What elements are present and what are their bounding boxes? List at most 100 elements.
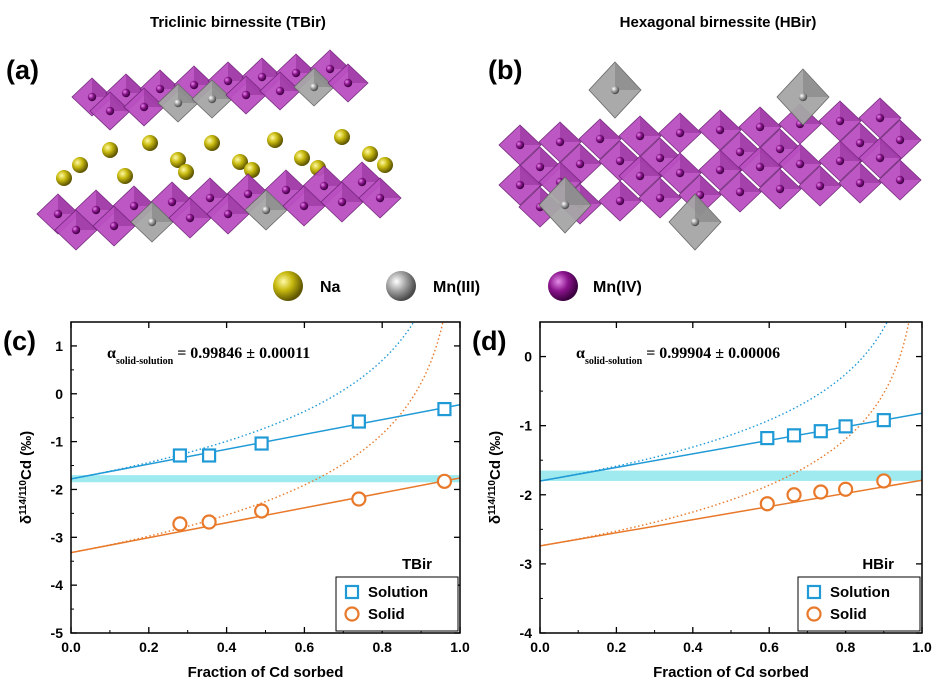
hbir-title: Hexagonal birnessite (HBir) <box>620 14 817 31</box>
mn4-atom <box>243 189 253 199</box>
mn4-layer-octahedron <box>818 140 862 182</box>
mn4-atom <box>105 106 115 116</box>
rayleigh-curve <box>71 322 444 554</box>
mn3-atom <box>690 217 700 227</box>
lower-layer-octahedron <box>358 177 402 219</box>
mn4-atom <box>795 159 805 169</box>
isotope-band <box>71 475 460 483</box>
na-atom <box>294 150 310 166</box>
mn4-atom <box>575 159 585 169</box>
legend-title: TBir <box>402 556 432 573</box>
mn4-atom <box>855 178 865 188</box>
lower-layer-octahedron <box>320 181 364 223</box>
legend-mn3: Mn(III) <box>386 271 480 301</box>
na-atom <box>377 157 393 173</box>
mn4-layer-octahedron <box>598 140 642 182</box>
fractionation-annotation: αsolid-solution = 0.99846 ± 0.00011 <box>107 345 310 367</box>
y-tick-label: 1 <box>55 338 63 354</box>
mn4-atom <box>655 153 665 163</box>
mn4-atom <box>895 175 905 185</box>
mn3-sphere-icon <box>386 271 416 301</box>
mn3-atom <box>173 98 183 108</box>
solution-point <box>760 431 775 446</box>
mn4-atom <box>71 225 81 235</box>
mn4-atom <box>815 181 825 191</box>
x-tick-label: 0.6 <box>295 639 315 655</box>
na-atom <box>170 152 186 168</box>
solution-point <box>351 414 366 429</box>
legend-entry-label: Solution <box>830 584 890 601</box>
solid-point <box>813 484 829 500</box>
panel-label: (c) <box>3 326 36 356</box>
x-tick-label: 0.2 <box>139 639 159 655</box>
mn4-layer-octahedron <box>618 155 662 197</box>
mn4-atom <box>615 196 625 206</box>
chart-c: (c) 0.0 0.2 0.4 0.6 0.8 1.0 -5 -4 -3 -2 -1 0 1 Fractio… <box>3 321 470 681</box>
y-axis-label: δ114/110Cd (‰) <box>18 431 36 524</box>
lower-layer-octahedron <box>130 201 174 243</box>
y-tick-label: -4 <box>51 577 64 593</box>
y-tick-label: -3 <box>520 556 533 572</box>
mn4-atom <box>375 193 385 203</box>
mn4-atom <box>189 80 199 90</box>
mn4-atom <box>715 165 725 175</box>
mn4-layer-octahedron <box>498 124 542 166</box>
mn4-atom <box>635 131 645 141</box>
chart-legend: TBir Solution Solid <box>335 556 459 632</box>
y-tick-label: -3 <box>51 529 64 545</box>
upper-layer-octahedron <box>327 63 369 103</box>
na-atom <box>72 157 88 173</box>
solution-point <box>786 428 802 443</box>
mn4-layer-octahedron <box>578 118 622 160</box>
mn3-corner-octahedron <box>776 68 830 126</box>
legend-circle-marker <box>344 606 360 622</box>
y-tick-label: -2 <box>520 487 533 503</box>
atom-legend: Na Mn(III) Mn(IV) <box>273 271 642 301</box>
upper-layer-octahedron <box>259 71 301 111</box>
mn4-layer-octahedron <box>598 180 642 222</box>
mn4-atom <box>555 137 565 147</box>
na-atom <box>117 168 133 184</box>
mn4-layer-octahedron <box>878 159 922 201</box>
mn3-corner-octahedron <box>588 61 642 119</box>
mn4-atom <box>53 209 63 219</box>
mn4-layer-octahedron <box>498 164 542 206</box>
mn4-layer-octahedron <box>718 171 762 213</box>
mn3-atom <box>147 217 157 227</box>
mn3-atom <box>309 82 319 92</box>
mn4-layer-octahedron <box>538 121 582 163</box>
solution-point <box>437 401 452 417</box>
lower-layer-octahedron <box>168 197 212 239</box>
fit-line <box>540 412 922 482</box>
mn4-atom <box>281 185 291 195</box>
solution-point <box>172 448 188 463</box>
mn4-atom <box>735 187 745 197</box>
y-tick-label: 0 <box>55 386 63 402</box>
panel-label-b: (b) <box>488 55 522 85</box>
lower-layer-octahedron <box>206 193 250 235</box>
x-axis-label: Fraction of Cd sorbed <box>188 664 344 681</box>
mn4-layer-octahedron <box>858 137 902 179</box>
legend-entry-label: Solid <box>830 606 867 623</box>
legend-square-marker <box>344 584 360 600</box>
x-axis-label: Fraction of Cd sorbed <box>653 664 809 681</box>
mn4-atom <box>357 177 367 187</box>
mn4-atom <box>515 140 525 150</box>
mn4-layer-octahedron <box>638 177 682 219</box>
mn4-atom <box>595 134 605 144</box>
solid-point <box>837 481 854 497</box>
mn4-atom <box>775 184 785 194</box>
na-atom <box>334 129 350 145</box>
x-tick-label: 1.0 <box>450 639 470 655</box>
y-tick-label: -2 <box>51 481 64 497</box>
chart-legend: HBir Solution Solid <box>797 556 921 632</box>
mn4-atom <box>257 72 267 82</box>
mn4-atom <box>675 128 685 138</box>
x-tick-label: 0.6 <box>759 639 779 655</box>
mn4-atom <box>535 162 545 172</box>
panel-label-a: (a) <box>6 55 39 85</box>
mn3-atom <box>610 85 620 95</box>
legend-na-label: Na <box>320 279 341 296</box>
lower-layer-octahedron <box>282 185 326 227</box>
legend-na: Na <box>273 271 341 301</box>
